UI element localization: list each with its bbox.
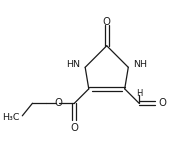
Text: O: O [103,17,111,27]
Text: H: H [136,89,142,98]
Text: O: O [70,123,78,133]
Text: O: O [158,98,166,108]
Text: HN: HN [66,60,80,69]
Text: O: O [55,98,63,108]
Text: NH: NH [133,60,147,69]
Text: H₃C: H₃C [2,113,20,122]
